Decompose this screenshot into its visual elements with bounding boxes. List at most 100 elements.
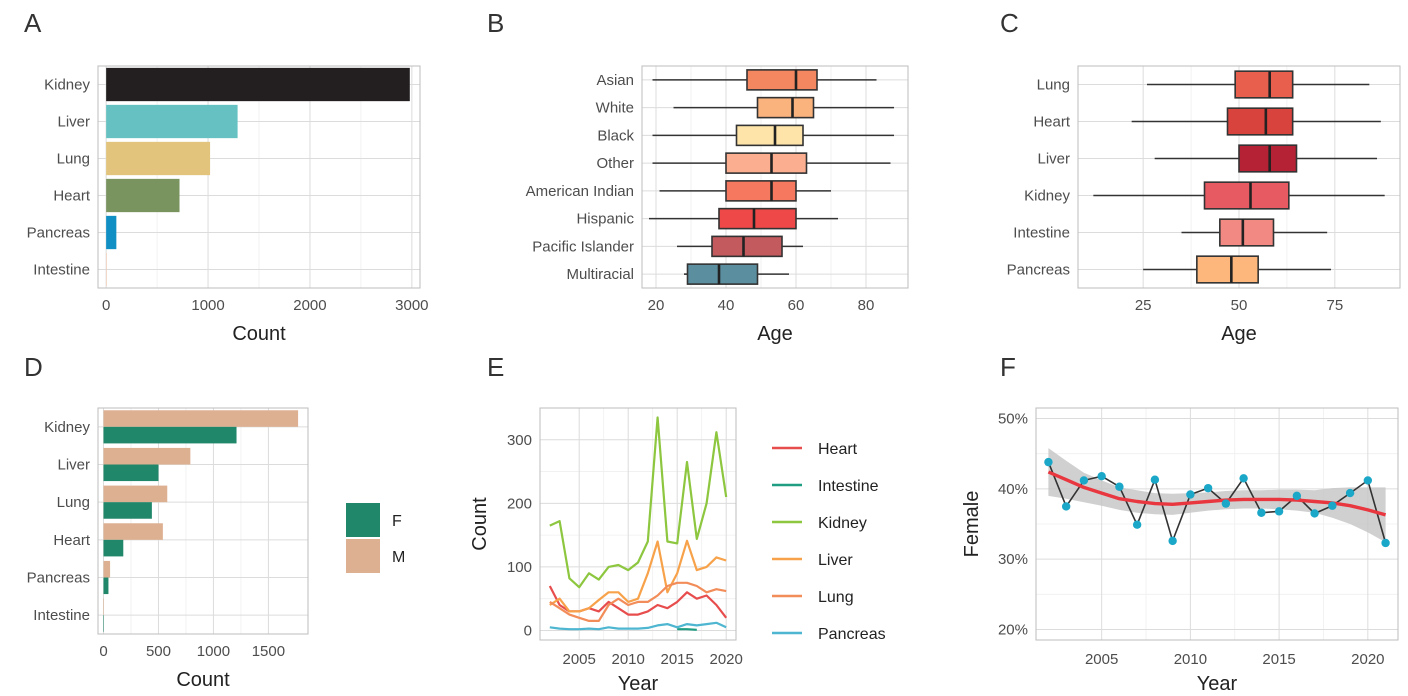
y-tick-label-0: Asian — [596, 72, 634, 89]
bar-f-lung — [103, 502, 152, 519]
y-tick-label-2: 40% — [998, 481, 1028, 498]
line-intestine — [677, 628, 697, 631]
y-tick-label-3: Heart — [53, 532, 91, 549]
x-tick-label-1: 1000 — [191, 297, 224, 314]
panel-label-e: E — [487, 352, 504, 382]
data-point-2007 — [1132, 520, 1142, 529]
data-point-2008 — [1150, 475, 1160, 484]
bar-pancreas — [106, 215, 117, 250]
plot-frame — [1035, 407, 1399, 641]
bar-intestine — [106, 252, 107, 287]
y-tick-label-5: Pancreas — [1007, 262, 1070, 279]
x-tick-label-0: 2005 — [563, 651, 596, 668]
chart-b-age-by-race: Asian White Black Other American Indian Hispa… — [526, 65, 909, 345]
legend-swatch-f — [346, 503, 380, 537]
box-asian — [746, 69, 818, 91]
box-kidney — [1203, 181, 1290, 210]
y-tick-label-5: Hispanic — [576, 211, 634, 228]
data-point-2016 — [1292, 491, 1302, 501]
y-tick-label-6: Pacific Islander — [532, 238, 634, 255]
y-tick-label-2: Lung — [57, 151, 90, 168]
y-tick-label-0: 0 — [524, 622, 532, 639]
y-tick-label-5: Intestine — [33, 607, 90, 624]
box-intestine — [1219, 218, 1275, 247]
line-lung — [549, 581, 727, 622]
y-tick-label-1: 30% — [998, 551, 1028, 568]
legend-label-lung: Lung — [818, 589, 854, 606]
data-point-2018 — [1328, 501, 1337, 510]
bar-f-kidney — [103, 426, 237, 444]
x-tick-label-0: 20 — [648, 297, 665, 314]
x-tick-label-1: 2010 — [1174, 651, 1207, 668]
plot-frame — [539, 407, 737, 641]
y-tick-label-1: Liver — [57, 457, 90, 474]
y-tick-label-3: 50% — [998, 411, 1028, 428]
box-american-indian — [725, 180, 797, 202]
data-point-2017 — [1310, 509, 1319, 518]
data-point-2012 — [1221, 499, 1231, 508]
panel-label-c: C — [1000, 8, 1019, 38]
panel-label-a: A — [24, 8, 42, 38]
line-pancreas — [549, 621, 727, 631]
x-tick-label-0: 0 — [99, 643, 107, 660]
x-axis-title: Year — [1197, 673, 1238, 695]
panel-label-f: F — [1000, 352, 1016, 382]
bar-kidney — [106, 67, 410, 102]
data-point-2013 — [1239, 474, 1248, 483]
y-tick-label-2: Lung — [57, 494, 90, 511]
y-tick-label-1: White — [596, 100, 634, 117]
y-axis-title: Female — [961, 491, 983, 558]
y-tick-label-0: Lung — [1037, 77, 1070, 94]
trend-line — [1047, 470, 1387, 517]
legend-swatch-m — [346, 539, 380, 573]
box-lung — [1234, 70, 1294, 99]
x-tick-label-1: 40 — [718, 297, 735, 314]
y-tick-label-4: American Indian — [526, 183, 634, 200]
data-point-2005 — [1097, 471, 1106, 481]
data-point-2004 — [1079, 476, 1089, 485]
bar-m-liver — [103, 447, 191, 465]
y-tick-label-7: Multiracial — [566, 266, 634, 283]
panel-label-d: D — [24, 352, 43, 382]
x-tick-label-1: 500 — [146, 643, 171, 660]
bar-lung — [106, 141, 211, 176]
box-liver — [1238, 144, 1298, 173]
x-tick-label-2: 75 — [1326, 297, 1343, 314]
y-tick-label-3: 300 — [507, 432, 532, 449]
x-tick-label-2: 2015 — [1262, 651, 1295, 668]
chart-e-count-by-year: Heart Intestine Kidney Liver Lung Pancreas 0 10… — [469, 407, 886, 695]
data-point-2006 — [1115, 482, 1124, 491]
data-point-2020 — [1363, 476, 1373, 485]
box-pancreas — [1196, 255, 1259, 284]
line-liver — [549, 539, 727, 613]
x-axis-title: Year — [618, 673, 659, 695]
plot-frame — [97, 65, 421, 289]
x-tick-label-3: 2020 — [1351, 651, 1384, 668]
bar-f-heart — [103, 539, 124, 557]
x-tick-label-3: 3000 — [395, 297, 428, 314]
y-tick-label-1: Heart — [1033, 114, 1071, 131]
bar-heart — [106, 178, 180, 213]
chart-c-age-by-organ: Lung Heart Liver Kidney Intestine Pancreas 25 5… — [1007, 65, 1401, 345]
x-tick-label-2: 2015 — [661, 651, 694, 668]
legend-label-f: F — [392, 513, 402, 530]
y-tick-label-4: Pancreas — [27, 225, 90, 242]
box-multiracial — [686, 263, 759, 285]
y-tick-label-0: Kidney — [44, 419, 90, 436]
x-axis-title: Age — [757, 323, 793, 345]
legend-label-liver: Liver — [818, 552, 853, 569]
box-other — [725, 152, 808, 174]
x-axis-title: Count — [232, 323, 286, 345]
x-tick-label-0: 25 — [1135, 297, 1152, 314]
y-tick-label-0: Kidney — [44, 77, 90, 94]
legend-label-heart: Heart — [818, 441, 858, 458]
y-tick-label-3: Other — [596, 155, 634, 172]
plot-frame — [641, 65, 909, 289]
box-heart — [1226, 107, 1294, 136]
line-kidney — [549, 416, 728, 589]
box-pacific-islander — [711, 235, 783, 258]
legend-label-intestine: Intestine — [818, 478, 879, 495]
x-tick-label-2: 60 — [788, 297, 805, 314]
data-point-2009 — [1168, 536, 1177, 546]
y-tick-label-0: 20% — [998, 621, 1028, 638]
